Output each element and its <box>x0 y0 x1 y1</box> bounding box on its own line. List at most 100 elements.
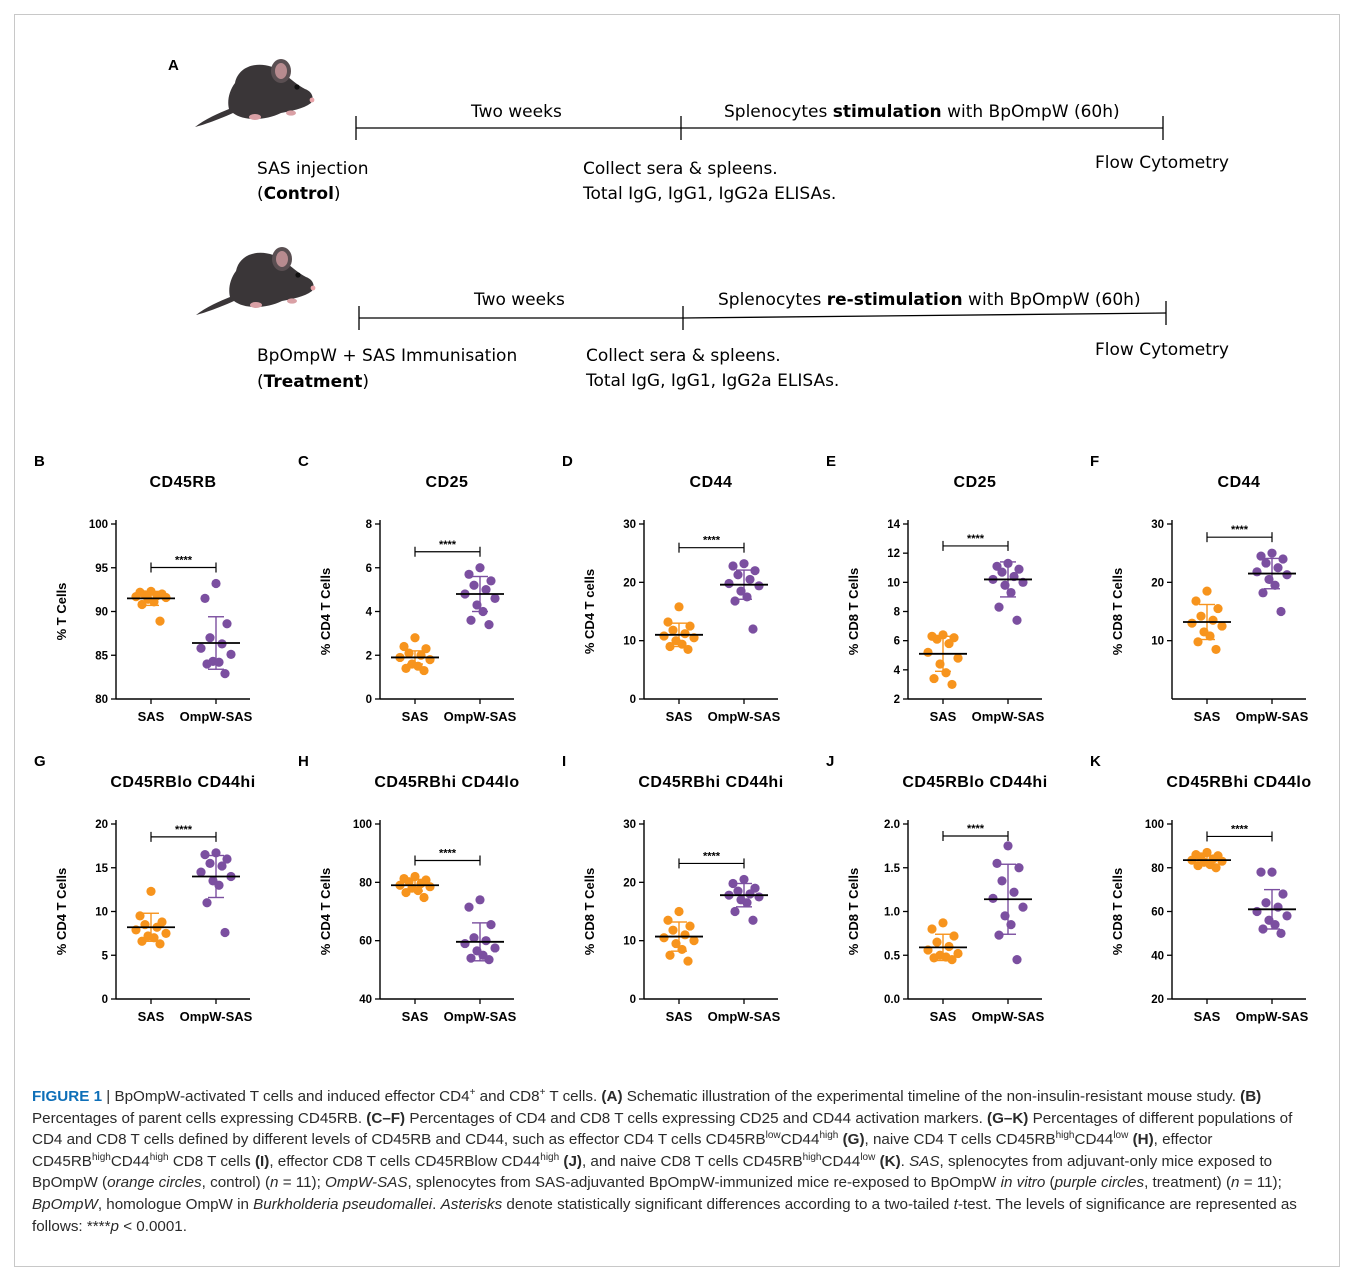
panel-label-a: A <box>168 57 179 74</box>
scatter-chart-k: K CD45RBhi CD44lo % CD8 T Cells 20 40 60 80 100… <box>1090 753 1311 1024</box>
data-point-sas <box>155 616 165 626</box>
y-tick-label: 0.0 <box>884 994 900 1006</box>
figure-frame <box>14 14 1340 1267</box>
treatment-collect-label: Collect sera & spleens. <box>586 346 781 366</box>
panel-label-d: D <box>562 453 573 470</box>
data-point-ompw-sas <box>994 602 1004 612</box>
y-tick-label: 14 <box>887 519 900 531</box>
data-point-sas <box>663 915 673 925</box>
data-point-ompw-sas <box>464 902 474 912</box>
caption-part: t <box>953 1195 958 1213</box>
y-tick-label: 90 <box>95 607 108 619</box>
data-point-sas <box>1213 603 1223 614</box>
caption-part: , splenocytes from SAS-adjuvanted BpOmpW… <box>407 1174 1001 1192</box>
caption-part: = 11); <box>1239 1174 1282 1192</box>
caption-part: denote statistically significant differe… <box>502 1195 954 1213</box>
y-tick-label: 10 <box>887 577 900 589</box>
data-point-ompw-sas <box>478 606 488 617</box>
data-point-sas <box>689 936 699 946</box>
data-point-ompw-sas <box>997 567 1007 577</box>
data-point-sas <box>674 602 684 612</box>
data-point-sas <box>663 617 673 627</box>
data-point-sas <box>923 647 933 657</box>
data-point-sas <box>1191 596 1201 606</box>
caption-part: + <box>469 1086 476 1098</box>
treatment-elisa-label: Total IgG, IgG1, IgG2a ELISAs. <box>586 371 840 391</box>
data-point-ompw-sas <box>1276 928 1286 938</box>
data-point-sas <box>685 921 695 931</box>
y-tick-label: 4 <box>894 665 901 677</box>
treatment-group-label: (Treatment) <box>257 372 369 392</box>
y-axis-label: % T Cells <box>54 583 69 641</box>
data-point-ompw-sas <box>1258 588 1268 598</box>
scatter-chart-f: F CD44 % CD8 T Cells 10 20 30 SAS OmpW-SAS **** <box>1090 453 1309 724</box>
chart-title: CD45RBhi CD44lo <box>374 774 519 791</box>
data-point-sas <box>399 641 409 652</box>
significance-stars: **** <box>175 824 193 836</box>
data-point-sas <box>659 933 669 943</box>
y-tick-label: 2 <box>366 650 372 662</box>
x-tick-label: OmpW-SAS <box>1236 1009 1309 1024</box>
x-tick-label: SAS <box>930 1009 957 1024</box>
data-point-sas <box>137 936 147 946</box>
y-tick-label: 2.0 <box>884 819 900 831</box>
treatment-start-label: BpOmpW + SAS Immunisation <box>257 346 518 366</box>
caption-part: orange circles <box>107 1174 202 1192</box>
y-tick-label: 12 <box>887 548 900 560</box>
panel-label-f: F <box>1090 453 1099 470</box>
y-tick-label: 30 <box>623 819 636 831</box>
treatment-end-label: Flow Cytometry <box>1095 340 1229 360</box>
data-point-ompw-sas <box>1003 841 1013 851</box>
caption-part: + <box>539 1086 546 1098</box>
scatter-chart-j: J CD45RBlo CD44hi % CD8 T Cells 0.0 0.5 1.0 1.… <box>826 753 1047 1024</box>
data-point-sas <box>1196 611 1206 621</box>
control-collect-label: Collect sera & spleens. <box>583 159 778 179</box>
caption-part: n <box>1231 1174 1240 1192</box>
significance-stars: **** <box>703 850 721 862</box>
data-point-ompw-sas <box>205 858 215 868</box>
data-point-sas <box>1217 621 1227 631</box>
scatter-chart-d: D CD44 % CD4 T cells 0 10 20 30 SAS OmpW-SAS **** <box>562 453 781 724</box>
caption-part: CD44 <box>780 1131 820 1149</box>
significance-stars: **** <box>703 535 721 547</box>
data-point-sas <box>668 925 678 935</box>
data-point-sas <box>416 650 426 660</box>
treatment-timeline-axis-2 <box>682 312 1167 319</box>
data-point-ompw-sas <box>214 657 224 667</box>
caption-part: CD44 <box>821 1152 861 1170</box>
data-point-ompw-sas <box>739 874 749 885</box>
caption-part: Schematic illustration of the experiment… <box>622 1088 1241 1105</box>
data-point-sas <box>941 668 951 678</box>
data-point-ompw-sas <box>200 593 210 603</box>
significance-stars: **** <box>967 533 985 545</box>
caption-part: (J) <box>563 1152 582 1170</box>
y-axis-label: % CD8 T Cells <box>1110 868 1125 955</box>
data-point-ompw-sas <box>750 566 760 576</box>
data-point-sas <box>1217 856 1227 866</box>
y-tick-label: 40 <box>359 994 372 1006</box>
caption-part: = 11); <box>278 1174 326 1192</box>
y-tick-label: 20 <box>95 819 108 831</box>
data-point-sas <box>146 886 156 896</box>
data-point-ompw-sas <box>1012 955 1022 965</box>
data-point-ompw-sas <box>1276 606 1286 617</box>
data-point-ompw-sas <box>1252 906 1262 917</box>
data-point-sas <box>674 906 684 917</box>
y-tick-label: 10 <box>1151 636 1164 648</box>
data-point-ompw-sas <box>211 848 221 858</box>
y-tick-label: 15 <box>95 863 108 875</box>
y-tick-label: 0 <box>102 994 108 1006</box>
data-point-sas <box>668 625 678 635</box>
y-tick-label: 6 <box>366 563 372 575</box>
data-point-ompw-sas <box>1006 920 1016 930</box>
y-tick-label: 20 <box>623 577 636 589</box>
caption-part: ( <box>1045 1174 1055 1192</box>
x-tick-label: SAS <box>666 709 693 724</box>
caption-part: in vitro <box>1000 1174 1046 1192</box>
panel-a-timeline: A Two we <box>0 0 1355 430</box>
data-point-sas <box>671 938 681 949</box>
data-point-sas <box>927 924 937 934</box>
chart-title: CD45RBlo CD44hi <box>902 774 1047 791</box>
data-point-sas <box>1193 637 1203 647</box>
data-point-ompw-sas <box>1256 867 1266 877</box>
